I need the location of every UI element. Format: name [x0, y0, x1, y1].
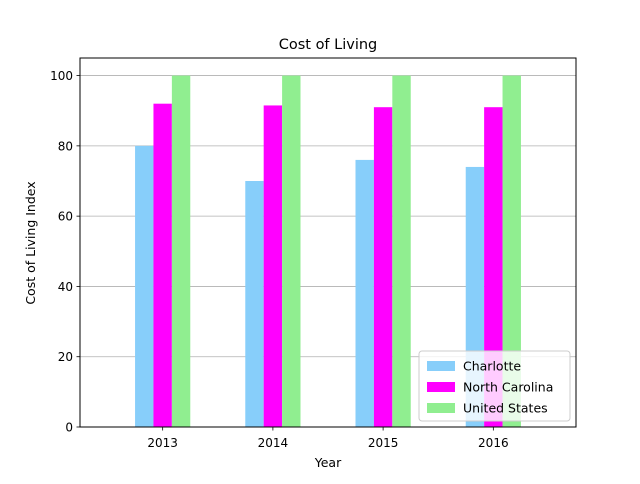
- legend-swatch: [427, 361, 455, 371]
- bar-charlotte-2015: [355, 159, 374, 427]
- x-tick-label: 2014: [258, 436, 289, 450]
- bar-united-states-2014: [282, 75, 301, 428]
- x-tick-label: 2013: [147, 436, 178, 450]
- bar-charlotte-2013: [135, 145, 154, 427]
- bar-north-carolina-2014: [263, 105, 283, 427]
- legend-label: North Carolina: [463, 380, 553, 395]
- bar-north-carolina-2016: [484, 107, 503, 427]
- y-tick-label: 40: [58, 280, 73, 294]
- y-tick-label: 20: [58, 350, 73, 364]
- y-tick-label: 100: [50, 69, 73, 83]
- x-axis-label: Year: [314, 455, 342, 470]
- x-tick-label: 2016: [478, 436, 509, 450]
- y-tick-label: 80: [58, 139, 73, 153]
- y-tick-label: 60: [58, 210, 73, 224]
- chart-title: Cost of Living: [279, 37, 378, 53]
- bar-north-carolina-2015: [373, 107, 393, 427]
- y-tick-label: 0: [65, 421, 73, 435]
- bar-united-states-2015: [392, 75, 411, 428]
- bar-united-states-2016: [502, 75, 521, 428]
- x-tick-label: 2015: [368, 436, 399, 450]
- legend-swatch: [427, 382, 455, 392]
- legend: Charlotte North Carolina United States: [418, 350, 571, 422]
- x-axis-ticks: 2013 2014 2015 2016: [147, 427, 509, 450]
- y-axis-label: Cost of Living Index: [23, 181, 38, 304]
- plot-frame: [79, 57, 577, 428]
- bar-north-carolina-2013: [153, 103, 172, 427]
- legend-box: [418, 350, 571, 422]
- bar-charlotte-2014: [245, 181, 264, 427]
- y-axis-ticks: 0 20 40 60 80 100: [50, 69, 80, 435]
- legend-label: United States: [463, 401, 548, 416]
- bars: [135, 75, 521, 428]
- legend-swatch: [427, 403, 455, 413]
- bar-united-states-2013: [171, 75, 191, 428]
- legend-label: Charlotte: [463, 359, 521, 374]
